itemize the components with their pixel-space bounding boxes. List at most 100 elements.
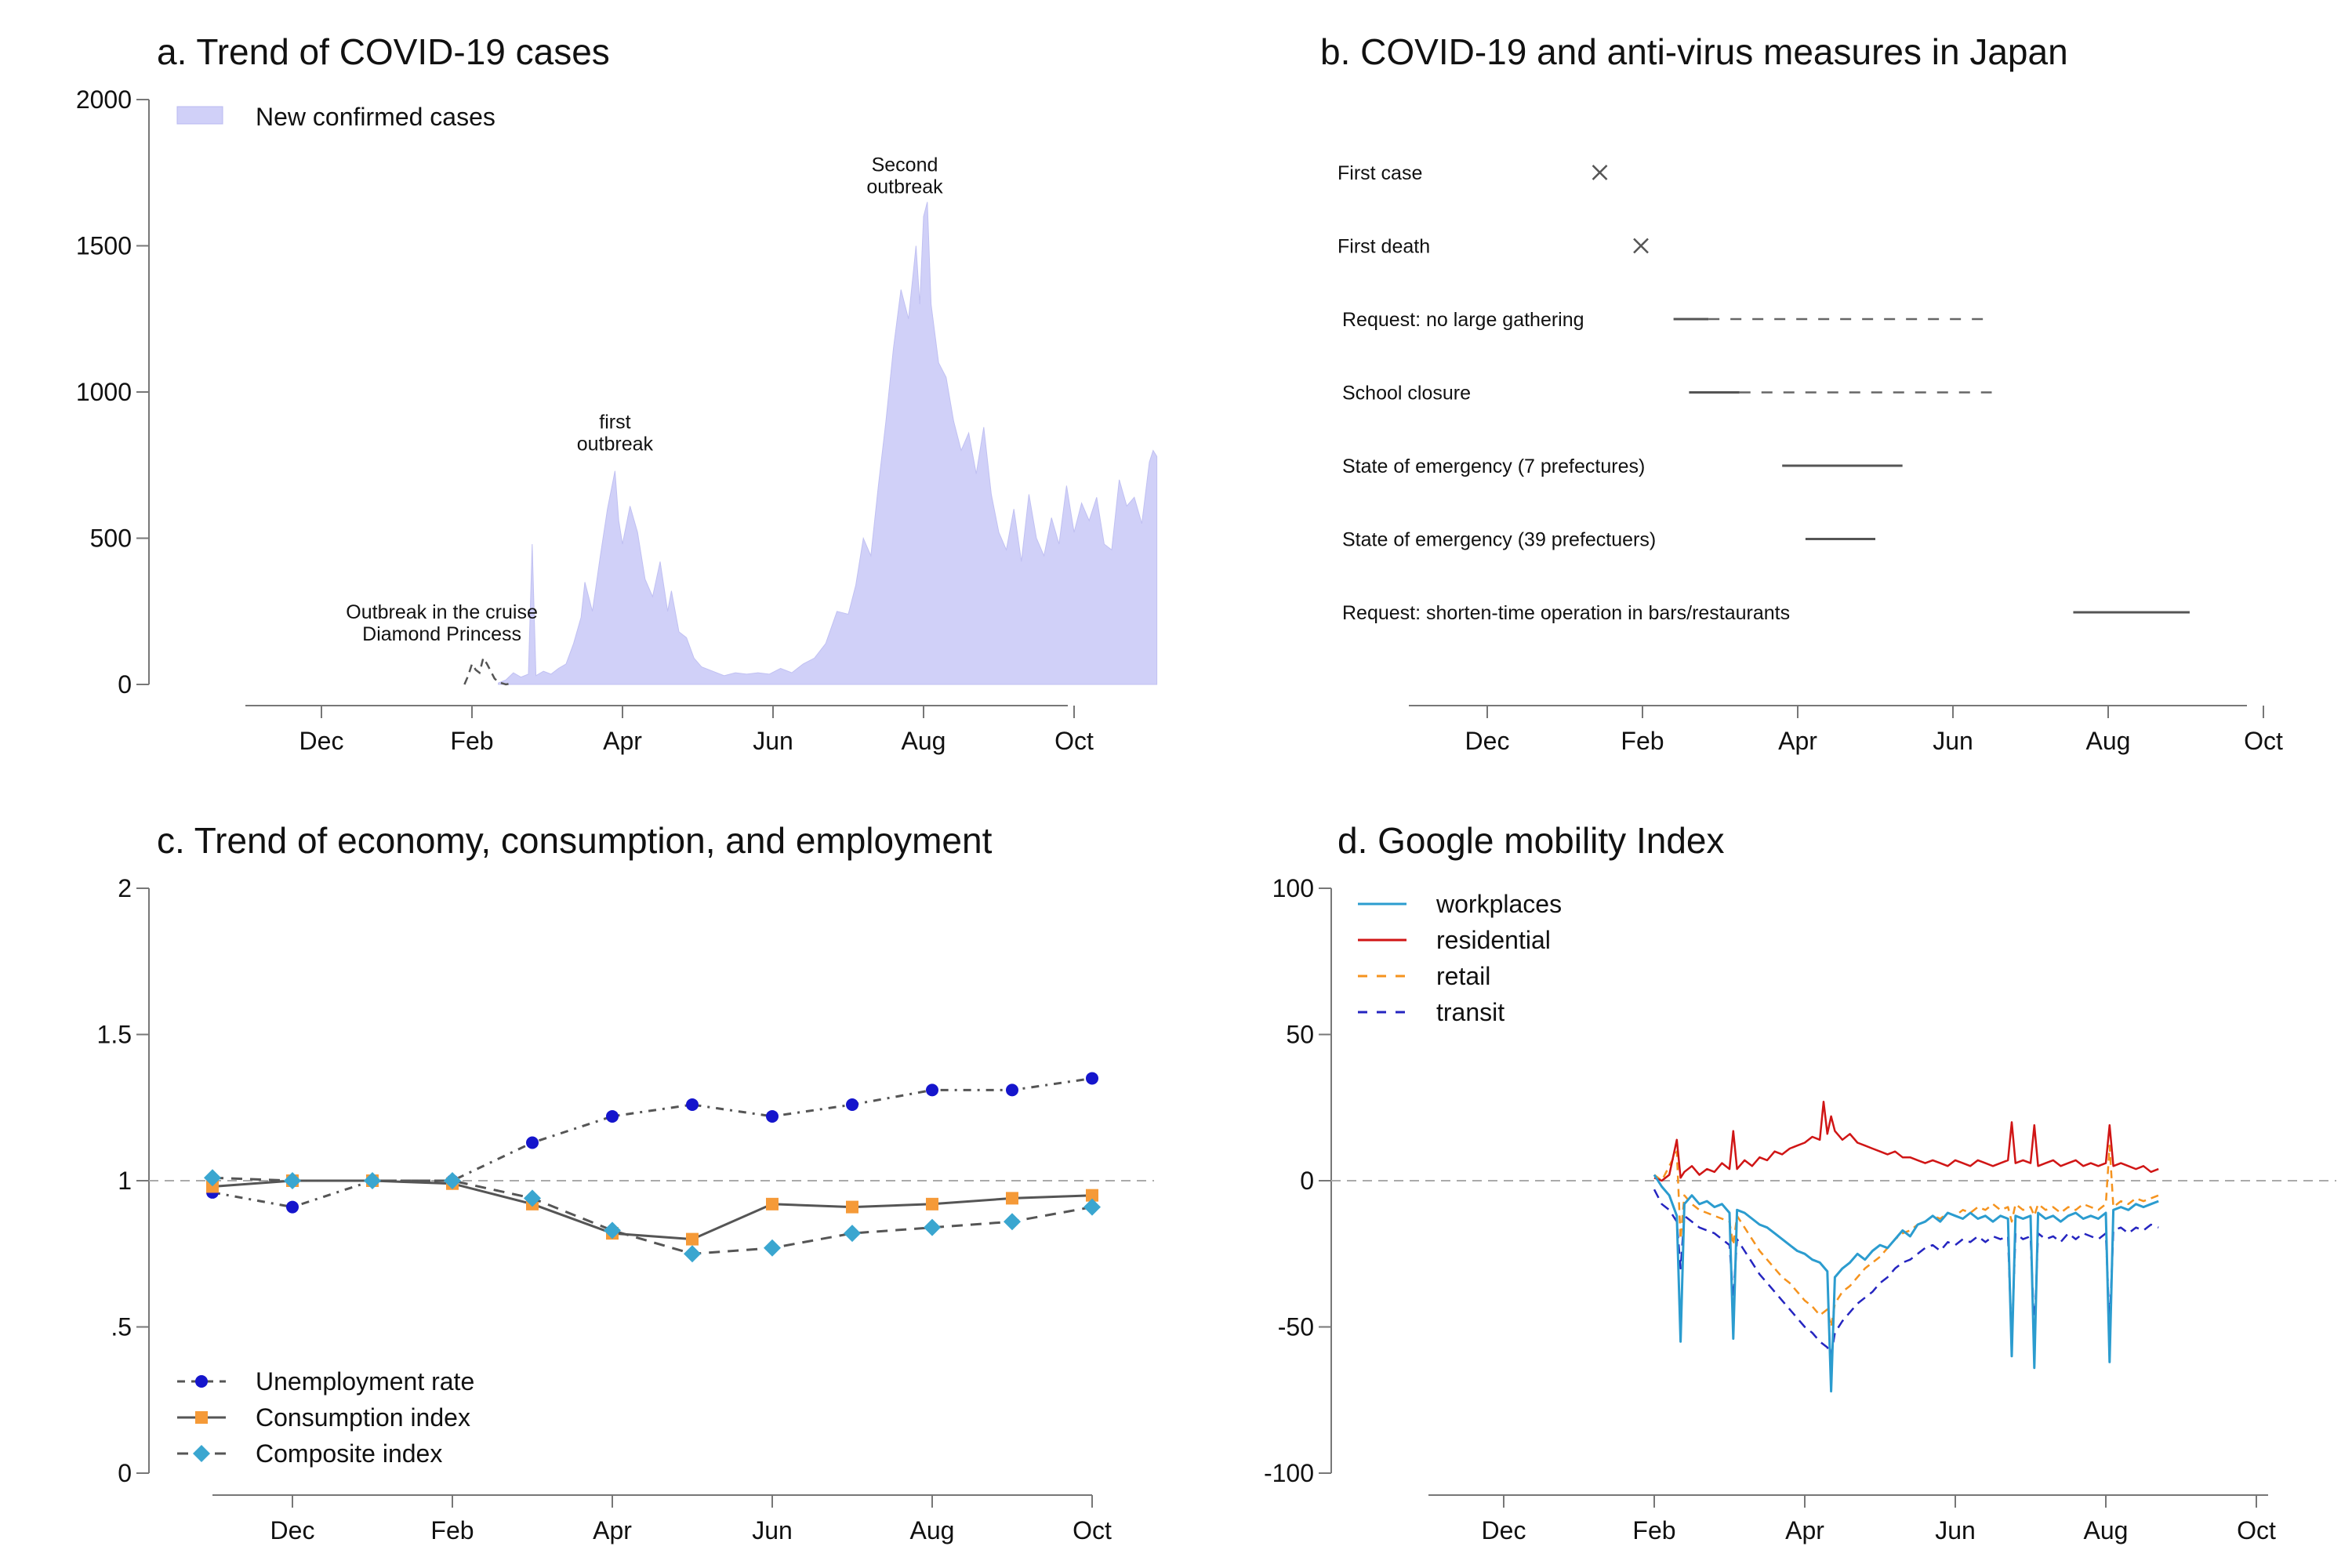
panel-a-x-tick-label: Dec: [299, 727, 344, 755]
series-composite-index-point: [684, 1245, 701, 1263]
panel-c-x-tick-label: Aug: [910, 1516, 955, 1544]
series-workplaces-line: [1653, 1174, 2159, 1393]
panel-a-y-tick-label: 2000: [76, 85, 132, 114]
panel-d-x-ticks: Dec Feb Apr Jun Aug Oct: [1482, 1495, 2276, 1544]
annotation-2-line-2: outbreak: [577, 434, 654, 456]
panel-c-x-tick-label: Dec: [270, 1516, 315, 1544]
panel-d-y-tick-label: -50: [1278, 1313, 1314, 1341]
panel-d-legend: workplaces residential retail transit: [1358, 890, 1562, 1026]
panel-b: b. COVID-19 and anti-virus measures in J…: [1320, 31, 2283, 755]
series-consumption-index-point: [1006, 1192, 1018, 1205]
panel-c-x-tick-label: Jun: [752, 1516, 793, 1544]
panel-b-x-tick-label: Feb: [1621, 727, 1664, 755]
panel-c: c. Trend of economy, consumption, and em…: [97, 820, 1154, 1544]
panel-d-title: d. Google mobility Index: [1338, 820, 1725, 861]
panel-a-x-tick-label: Feb: [450, 727, 493, 755]
panel-b-x-tick-label: Apr: [1778, 727, 1817, 755]
series-composite-index-point: [924, 1218, 941, 1236]
series-composite-index-point: [204, 1169, 221, 1187]
panel-d-y-tick-label: -100: [1264, 1459, 1314, 1487]
series-unemployment-rate-point: [686, 1098, 699, 1112]
legend-label-cases: New confirmed cases: [256, 103, 495, 131]
panel-a-x-ticks: Dec Feb Apr Jun Aug Oct: [299, 706, 1094, 755]
event-state-of-emergency-7-prefectures-label: State of emergency (7 prefectures): [1342, 456, 1645, 477]
panel-c-y-tick-label: 1: [118, 1167, 132, 1195]
series-composite-index-point: [844, 1225, 861, 1243]
panel-a-y-tick-label: 1000: [76, 378, 132, 406]
panel-c-y-tick-label: 1.5: [97, 1021, 132, 1049]
event-school-closure-label: School closure: [1342, 383, 1471, 405]
panel-c-legend: Unemployment rate Consumption index Compos…: [177, 1367, 474, 1468]
legend-swatch-cases: [176, 106, 223, 125]
series-unemployment-rate-point: [606, 1109, 619, 1123]
cases-area-path: [498, 201, 1158, 685]
panel-a-y-tick-label: 0: [118, 670, 132, 699]
legend-unemployment-rate-marker: [195, 1375, 208, 1388]
panel-b-x-ticks: Dec Feb Apr Jun Aug Oct: [1465, 706, 2283, 755]
series-consumption-index-point: [206, 1180, 219, 1193]
panel-b-x-tick-label: Jun: [1933, 727, 1973, 755]
panel-d-x-tick-label: Dec: [1482, 1516, 1526, 1544]
series-composite-index-point: [284, 1172, 301, 1189]
panel-a-cases-area: [498, 201, 1158, 685]
panel-c-y-ticks: 0 .5 1 1.5 2: [97, 874, 149, 1487]
series-consumption-index-point: [766, 1197, 779, 1210]
series-consumption-index-line: [212, 1179, 1093, 1241]
panel-c-y-tick-label: .5: [111, 1313, 132, 1341]
panel-a-y-tick-label: 500: [90, 524, 132, 553]
panel-a-x-tick-label: Apr: [603, 727, 642, 755]
series-unemployment-rate-point: [286, 1200, 299, 1214]
legend-composite-index-marker: [193, 1445, 210, 1462]
annotation-1-line-2: Diamond Princess: [362, 623, 521, 645]
panel-d-y-tick-label: 0: [1300, 1167, 1314, 1195]
panel-d: d. Google mobility Index -100 -50 0 50 100 D…: [1264, 820, 2336, 1544]
annotation-1-line-1: Outbreak in the cruise: [346, 601, 538, 623]
legend-retail-label: retail: [1436, 962, 1490, 990]
panel-c-x-ticks: Dec Feb Apr Jun Aug Oct: [270, 1495, 1112, 1544]
series-unemployment-rate-point: [766, 1109, 779, 1123]
series-unemployment-rate-point: [846, 1098, 858, 1112]
panel-c-title: c. Trend of economy, consumption, and em…: [157, 820, 993, 861]
cruise-line-path: [463, 655, 514, 686]
legend-unemployment-rate-label: Unemployment rate: [256, 1367, 474, 1396]
series-unemployment-rate-point: [1006, 1083, 1018, 1097]
panel-d-x-tick-label: Oct: [2237, 1516, 2276, 1544]
panel-a-cruise-line: [463, 655, 514, 686]
series-unemployment-rate-line: [212, 1077, 1093, 1209]
panel-c-y-tick-label: 0: [118, 1459, 132, 1487]
series-composite-index-point: [1004, 1213, 1021, 1231]
legend-residential-label: residential: [1436, 926, 1551, 954]
panel-b-x-tick-label: Aug: [2086, 727, 2131, 755]
event-first-case-label: First case: [1338, 162, 1422, 184]
panel-a-x-tick-label: Jun: [753, 727, 793, 755]
panel-b-x-tick-label: Dec: [1465, 727, 1510, 755]
annotation-3-line-1: Second: [872, 154, 938, 176]
panel-d-x-tick-label: Apr: [1785, 1516, 1824, 1544]
event-first-death-label: First death: [1338, 236, 1430, 258]
series-unemployment-rate-point: [926, 1083, 938, 1097]
panel-a-title: a. Trend of COVID-19 cases: [157, 31, 610, 72]
series-consumption-index-point: [1086, 1189, 1098, 1202]
panel-a-y-ticks: 0 500 1000 1500 2000: [76, 85, 149, 699]
series-unemployment-rate-point: [1086, 1072, 1098, 1085]
series-composite-index-point: [1083, 1198, 1101, 1216]
event-first-death-marker: [1633, 238, 1649, 254]
panel-d-x-tick-label: Feb: [1632, 1516, 1675, 1544]
panel-a: a. Trend of COVID-19 cases 0 500 1000 1500 2…: [76, 31, 1158, 755]
panel-d-y-ticks: -100 -50 0 50 100: [1264, 874, 1331, 1487]
series-composite-index-point: [524, 1189, 541, 1207]
event-request-no-large-gathering-label: Request: no large gathering: [1342, 309, 1584, 331]
event-request-shorten-time-operation-in-bars-restaurants-label: Request: shorten-time operation in bars/…: [1342, 602, 1790, 624]
series-composite-index-point: [364, 1172, 381, 1189]
legend-composite-index-label: Composite index: [256, 1439, 442, 1468]
legend-workplaces-label: workplaces: [1436, 890, 1562, 918]
panel-d-x-tick-label: Jun: [1935, 1516, 1976, 1544]
series-composite-index-line: [212, 1176, 1093, 1255]
legend-transit-label: transit: [1436, 998, 1504, 1026]
series-composite-index-point: [444, 1172, 461, 1189]
series-consumption-index-point: [686, 1232, 699, 1246]
panel-c-series: [204, 1072, 1101, 1263]
series-consumption-index-point: [846, 1200, 858, 1214]
panel-b-title: b. COVID-19 and anti-virus measures in J…: [1320, 31, 2068, 72]
